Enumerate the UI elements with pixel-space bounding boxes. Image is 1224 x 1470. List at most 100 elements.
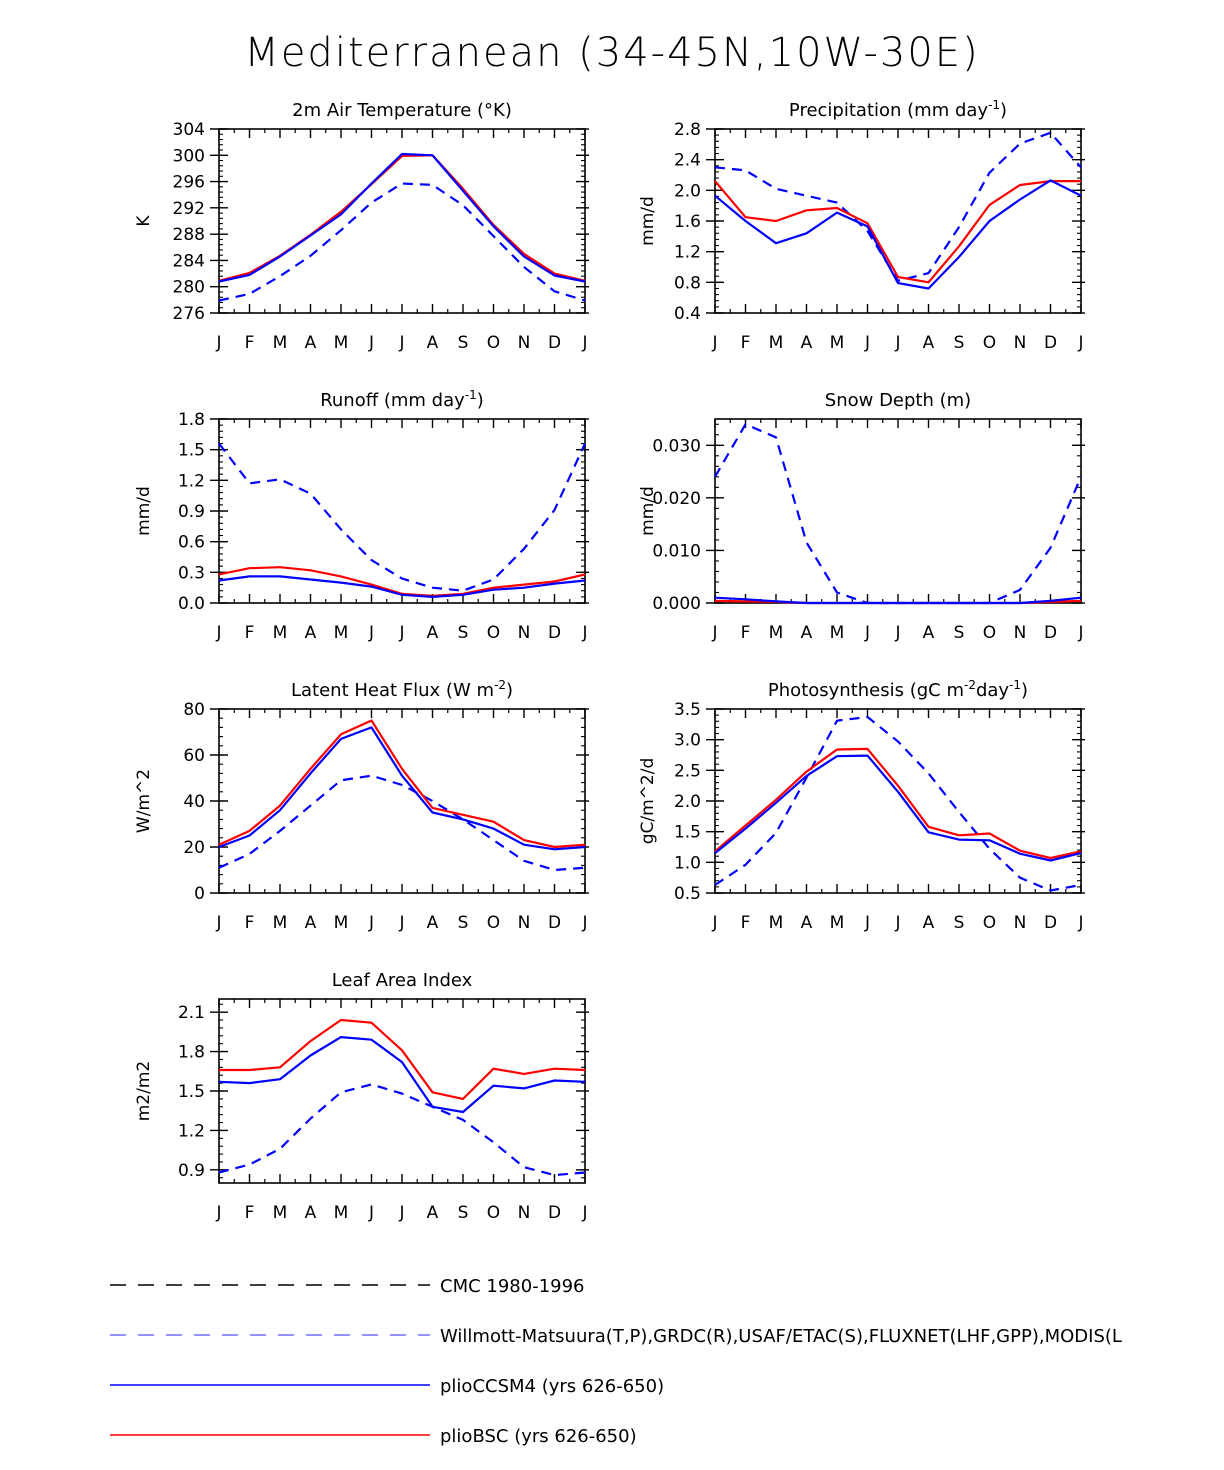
x-tick-label: J [215,623,221,643]
x-tick-label: D [548,913,561,933]
x-tick-label: F [245,1203,255,1223]
x-tick-label: A [923,333,935,353]
x-tick-label: J [215,1203,221,1223]
x-tick-label: F [741,333,751,353]
y-tick-label: 2.8 [674,120,701,140]
x-tick-label: A [305,1203,317,1223]
y-tick-label: 2.0 [674,792,701,812]
x-tick-label: J [894,333,900,353]
x-tick-label: A [801,623,813,643]
x-tick-label: J [215,333,221,353]
series-line-plioccsm4 [218,152,586,283]
x-tick-label: M [769,333,784,353]
y-tick-label: 284 [173,251,205,271]
x-tick-label: S [954,623,965,643]
panel-frame [218,998,586,1184]
y-tick-label: 1.8 [178,1043,205,1063]
series-line-plioccsm4 [218,726,586,851]
y-tick-label: 304 [173,120,205,140]
y-tick-label: 1.2 [178,1121,205,1141]
x-tick-label: J [711,333,717,353]
y-tick-label: 1.0 [674,853,701,873]
y-tick-label: 0.0 [178,594,205,614]
x-tick-label: D [1044,333,1057,353]
y-tick-label: 20 [183,838,205,858]
y-axis-label: K [134,215,154,227]
x-tick-label: A [427,623,439,643]
x-tick-label: A [305,333,317,353]
x-tick-label: D [548,333,561,353]
x-tick-label: J [711,913,717,933]
y-tick-label: 296 [173,173,205,193]
x-tick-label: N [1014,333,1027,353]
x-tick-label: A [427,913,439,933]
y-tick-label: 292 [173,199,205,219]
x-tick-label: A [801,913,813,933]
y-tick-label: 2.4 [674,151,701,171]
y-tick-label: 0 [194,884,205,904]
x-tick-label: D [548,1203,561,1223]
y-tick-label: 2.1 [178,1003,205,1023]
panel-temp: J F M A M J J A S O N D J276280284288292296300304K2m… [134,100,589,353]
x-tick-label: D [1044,913,1057,933]
panel-title: Latent Heat Flux (W m-2) [291,678,513,701]
x-tick-label: O [983,623,996,643]
x-tick-label: J [398,913,404,933]
x-tick-label: D [548,623,561,643]
legend-group: CMC 1980-1996 Willmott-Matsuura(T,P),GRDC… [110,1276,1122,1447]
y-tick-label: 80 [183,700,205,720]
y-axis-label: mm/d [638,196,658,246]
y-tick-label: 0.000 [652,594,701,614]
x-tick-label: A [427,1203,439,1223]
x-tick-label: A [305,623,317,643]
x-tick-label: O [983,913,996,933]
series-line-pliobsc [219,1018,586,1101]
series-line-plioccsm4 [714,179,1082,290]
x-tick-label: J [581,333,587,353]
panel-title: 2m Air Temperature (°K) [292,100,512,121]
y-tick-label: 1.2 [178,471,205,491]
x-tick-label: M [334,1203,349,1223]
x-tick-label: J [864,913,870,933]
panel-title: Leaf Area Index [332,970,473,991]
panel-runoff: J F M A M J J A S O N D J0.00.30.60.91.21.51.8mm/dRu… [134,388,589,643]
y-tick-label: 40 [183,792,205,812]
x-tick-label: N [518,913,531,933]
y-tick-label: 0.020 [652,489,701,509]
series-line-willmott-matsuura [218,182,586,302]
series-line-fluxnet [714,715,1082,892]
figure-title: Mediterranean (34-45N,10W-30E) [244,30,979,76]
x-tick-label: F [741,623,751,643]
x-tick-label: F [245,623,255,643]
x-tick-label: A [801,333,813,353]
x-tick-label: S [954,913,965,933]
series-line-pliobsc [218,566,586,597]
x-tick-label: M [830,333,845,353]
y-tick-label: 0.5 [674,884,701,904]
panel-title: Snow Depth (m) [825,390,971,411]
y-tick-label: 300 [173,146,205,166]
x-tick-label: S [458,333,469,353]
y-tick-label: 1.5 [674,823,701,843]
panel-title: Runoff (mm day-1) [320,388,484,411]
x-tick-label: J [215,913,221,933]
x-tick-label: J [368,913,374,933]
panels-group: J F M A M J J A S O N D J276280284288292296300304K2m… [134,98,1085,1223]
y-tick-label: 2.0 [674,181,701,201]
y-tick-label: 0.4 [674,304,701,324]
x-tick-label: N [1014,913,1027,933]
series-line-grdc [218,442,586,592]
x-tick-label: F [245,913,255,933]
x-tick-label: J [368,1203,374,1223]
x-tick-label: O [487,1203,500,1223]
x-tick-label: J [711,623,717,643]
x-tick-label: A [305,913,317,933]
x-tick-label: M [334,913,349,933]
y-tick-label: 0.9 [178,502,205,522]
x-tick-label: F [741,913,751,933]
x-tick-label: N [518,333,531,353]
x-tick-label: J [864,333,870,353]
x-tick-label: S [458,623,469,643]
x-tick-label: J [398,1203,404,1223]
